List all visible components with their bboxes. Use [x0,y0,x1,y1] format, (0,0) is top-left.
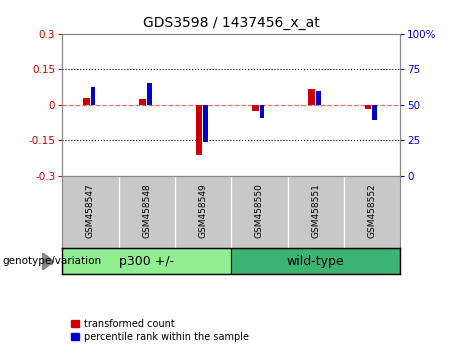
Bar [83,98,90,105]
Bar [260,105,264,118]
Bar [372,105,377,120]
Text: GSM458549: GSM458549 [199,183,207,238]
Bar [252,105,259,111]
Text: GSM458550: GSM458550 [255,183,264,238]
Text: p300 +/-: p300 +/- [119,255,174,268]
Text: GSM458547: GSM458547 [86,183,95,238]
Polygon shape [42,252,54,270]
Bar [195,105,202,155]
Text: GSM458551: GSM458551 [311,183,320,238]
Bar [203,105,208,142]
Bar [139,99,146,105]
Bar [147,84,152,105]
Legend: transformed count, percentile rank within the sample: transformed count, percentile rank withi… [67,315,253,346]
Bar [365,105,371,109]
Bar [62,249,231,274]
Bar [231,249,400,274]
Bar [316,91,321,105]
Text: GSM458548: GSM458548 [142,183,151,238]
Text: wild-type: wild-type [287,255,344,268]
Bar [91,87,95,105]
Title: GDS3598 / 1437456_x_at: GDS3598 / 1437456_x_at [143,16,319,30]
Bar [308,90,315,105]
Text: GSM458552: GSM458552 [367,183,377,238]
Text: genotype/variation: genotype/variation [2,256,101,267]
